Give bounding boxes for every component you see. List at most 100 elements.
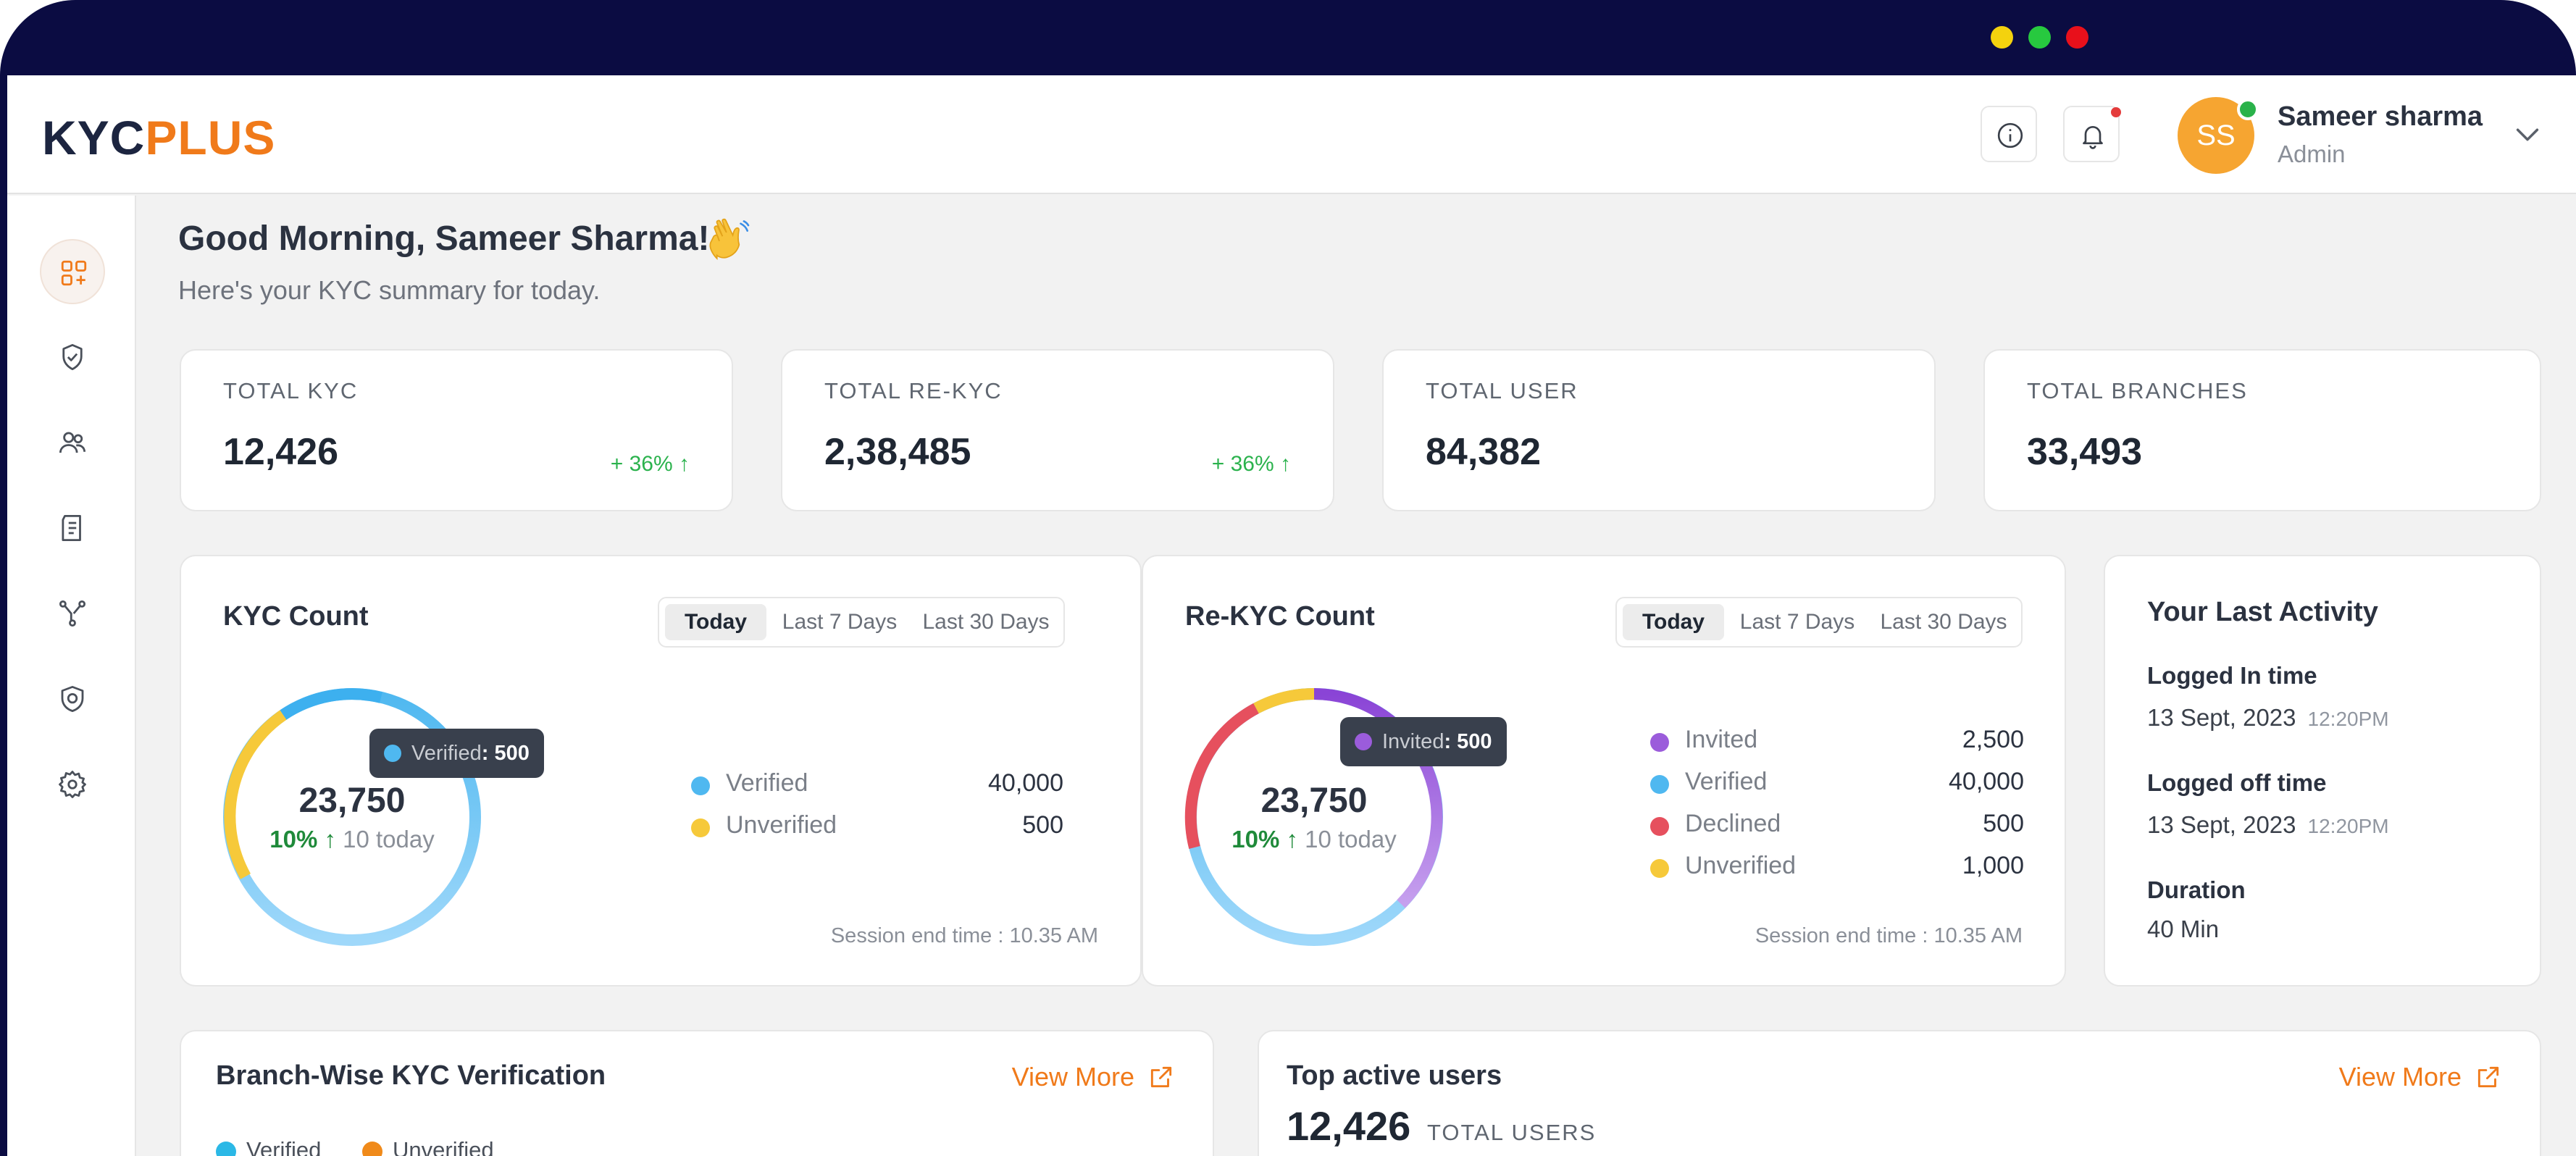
info-button[interactable]	[1981, 106, 2037, 162]
avatar[interactable]: SS	[2178, 97, 2254, 174]
user-name[interactable]: Sameer sharma	[2278, 101, 2483, 132]
logged-off-label: Logged off time	[2147, 769, 2327, 796]
green-dot[interactable]	[2028, 26, 2051, 49]
legend-name: Invited	[1685, 726, 1758, 753]
sidebar-item-security[interactable]	[40, 666, 105, 732]
bell-icon	[2083, 126, 2103, 149]
legend-name: Unverified	[1685, 852, 1797, 879]
logged-in-value: 13 Sept, 2023 12:20PM	[2147, 704, 2389, 732]
sidebar-item-users[interactable]	[40, 410, 105, 475]
kyc-chart-tooltip: Verified: 500	[369, 729, 544, 778]
sidebar-item-settings[interactable]	[40, 752, 105, 817]
legend-name: Verified	[246, 1137, 322, 1156]
kyc-center-sub: 10% ↑ 10 today	[222, 826, 482, 853]
last-activity-title: Your Last Activity	[2147, 597, 2378, 627]
rekyc-legend-verified: Verified 40,000	[1650, 768, 2024, 800]
legend-dot	[216, 1141, 236, 1156]
tab-today[interactable]: Today	[665, 604, 766, 640]
tooltip-dot	[384, 745, 401, 762]
rekyc-legend-invited: Invited 2,500	[1650, 726, 2024, 758]
legend-dot	[1650, 859, 1669, 878]
top-users-card: Top active users View More 12,426 TOTAL …	[1258, 1030, 2541, 1156]
rekyc-donut-chart[interactable]	[1184, 687, 1444, 947]
kyc-session-end: Session end time : 10.35 AM	[830, 924, 1098, 947]
legend-dot	[1650, 817, 1669, 836]
greeting-subtitle: Here's your KYC summary for today.	[178, 275, 601, 305]
notification-badge	[2111, 107, 2121, 117]
stat-card-total-rekyc: TOTAL RE-KYC 2,38,485 + 36% ↑	[781, 349, 1334, 511]
tab-last-7-days[interactable]: Last 7 Days	[782, 610, 898, 634]
rekyc-center-pct: 10% ↑	[1231, 826, 1298, 853]
branch-kyc-title: Branch-Wise KYC Verification	[216, 1060, 606, 1091]
rekyc-legend-declined: Declined 500	[1650, 810, 2024, 842]
stat-label: TOTAL BRANCHES	[2027, 378, 2248, 403]
kyc-donut-chart[interactable]	[222, 687, 482, 947]
kyc-count-card: KYC Count Today Last 7 Days Last 30 Days…	[180, 555, 1142, 987]
user-role: Admin	[2278, 141, 2346, 167]
logged-in-date: 13 Sept, 2023	[2147, 704, 2296, 731]
stat-label: TOTAL KYC	[223, 378, 359, 403]
app-screen: KYCPLUS SS Sameer sharma Admin	[7, 75, 2576, 1156]
red-dot[interactable]	[2066, 26, 2088, 49]
tab-last-30-days[interactable]: Last 30 Days	[922, 610, 1050, 634]
legend-name: Declined	[1685, 810, 1781, 837]
rekyc-legend-unverified: Unverified 1,000	[1650, 852, 2024, 884]
tab-last-7-days[interactable]: Last 7 Days	[1739, 610, 1855, 634]
yellow-dot[interactable]	[1991, 26, 2013, 49]
legend-value: 2,500	[1962, 726, 2024, 753]
logged-off-date: 13 Sept, 2023	[2147, 811, 2296, 838]
kyc-center-today: 10 today	[343, 826, 435, 853]
users-icon	[59, 432, 86, 453]
sidebar-item-verification[interactable]	[40, 324, 105, 390]
tooltip-label: Verified	[411, 742, 482, 765]
logged-in-time: 12:20PM	[2307, 708, 2389, 730]
duration-label: Duration	[2147, 876, 2246, 903]
sidebar-item-branches[interactable]	[40, 581, 105, 646]
tooltip-value: : 500	[1444, 730, 1492, 753]
tab-today[interactable]: Today	[1623, 604, 1724, 640]
info-icon	[1997, 122, 2023, 148]
legend-dot	[1650, 775, 1669, 794]
rekyc-center-sub: 10% ↑ 10 today	[1184, 826, 1444, 853]
waving-hand-icon	[709, 218, 750, 260]
tab-last-30-days[interactable]: Last 30 Days	[1880, 610, 2007, 634]
branch-view-more-link[interactable]: View More	[1011, 1062, 1172, 1092]
legend-value: 40,000	[988, 769, 1063, 797]
tooltip-label: Invited	[1382, 730, 1444, 753]
tooltip-dot	[1355, 733, 1372, 750]
legend-dot	[691, 818, 710, 837]
view-more-label: View More	[1011, 1062, 1134, 1092]
top-users-count: 12,426	[1287, 1103, 1411, 1149]
legend-name: Verified	[726, 769, 808, 797]
chevron-down-icon[interactable]	[2511, 117, 2544, 151]
top-users-count-label: TOTAL USERS	[1427, 1120, 1597, 1145]
greeting-title: Good Morning, Sameer Sharma!	[178, 219, 710, 258]
logged-off-time: 12:20PM	[2307, 815, 2389, 837]
last-activity-card: Your Last Activity Logged In time 13 Sep…	[2104, 555, 2541, 987]
top-users-view-more-link[interactable]: View More	[2339, 1062, 2499, 1092]
online-status-dot	[2237, 99, 2259, 120]
sidebar-item-documents[interactable]	[40, 495, 105, 561]
stat-value: 84,382	[1426, 431, 1542, 473]
rekyc-center-today: 10 today	[1305, 826, 1397, 853]
stat-card-total-kyc: TOTAL KYC 12,426 + 36% ↑	[180, 349, 733, 511]
legend-value: 40,000	[1949, 768, 2024, 795]
shield-check-icon	[62, 343, 83, 371]
sidebar-item-dashboard[interactable]	[40, 239, 105, 304]
stat-label: TOTAL RE-KYC	[824, 378, 1003, 403]
legend-dot	[1650, 733, 1669, 752]
external-link-icon	[2477, 1066, 2499, 1088]
stat-card-total-user: TOTAL USER 84,382	[1382, 349, 1936, 511]
logo[interactable]: KYCPLUS	[42, 110, 275, 165]
stat-value: 33,493	[2027, 431, 2143, 473]
legend-dot	[362, 1141, 382, 1156]
rekyc-center-value: 23,750	[1260, 782, 1368, 820]
stat-value: 12,426	[223, 431, 339, 473]
document-icon	[62, 514, 81, 542]
notifications-button[interactable]	[2063, 106, 2120, 162]
rekyc-session-end: Session end time : 10.35 AM	[1755, 924, 2023, 947]
rekyc-count-title: Re-KYC Count	[1185, 601, 1375, 632]
sidebar	[7, 196, 136, 1156]
stat-card-total-branches: TOTAL BRANCHES 33,493	[1983, 349, 2541, 511]
